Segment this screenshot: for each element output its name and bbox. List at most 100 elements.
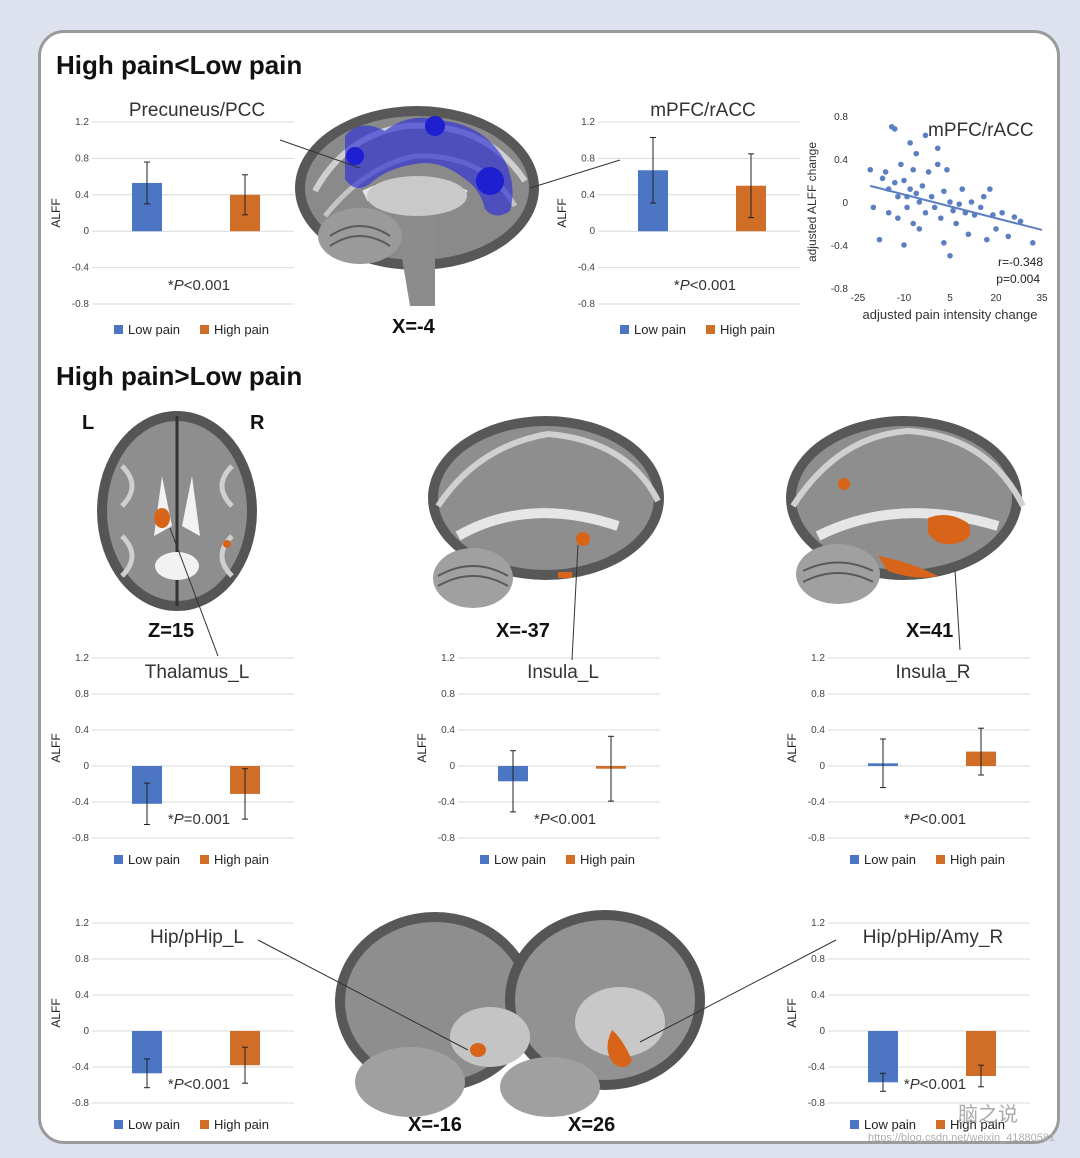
scatter-point xyxy=(934,161,941,168)
scatter-point xyxy=(901,242,907,248)
y-tick-label: 0.4 xyxy=(811,990,825,1001)
scatter-point xyxy=(984,236,990,243)
scatter-point xyxy=(925,169,932,175)
legend-high: High pain xyxy=(214,852,269,867)
y-tick-label: 0 xyxy=(83,226,89,237)
x-tick-label: 35 xyxy=(1036,293,1048,304)
y-tick-label: 0.8 xyxy=(834,112,848,123)
y-tick-label: 0.8 xyxy=(811,689,825,700)
label-left-hemisphere: L xyxy=(82,412,95,434)
scatter-point xyxy=(907,186,913,192)
p-value: *P=0.001 xyxy=(168,811,230,828)
coord-x-26: X=26 xyxy=(568,1114,616,1136)
p-value: *P<0.001 xyxy=(904,811,966,828)
legend-high: High pain xyxy=(214,1117,269,1132)
p-value: *P<0.001 xyxy=(534,811,596,828)
scatter-point xyxy=(980,193,987,200)
legend-swatch-high xyxy=(200,325,209,334)
scatter-point xyxy=(956,201,962,207)
y-tick-label: 1.2 xyxy=(75,653,89,664)
watermark-cn: 脑之说 xyxy=(958,1104,1018,1126)
chart-insula-r: 1.2 0.8 0.4 0 -0.4 -0.8 ALFF Insula_R *P<0.001 Lo… xyxy=(785,653,1030,867)
y-axis-label: ALFF xyxy=(555,198,569,227)
fit-line xyxy=(870,184,1043,231)
chart-title: Precuneus/PCC xyxy=(129,100,265,121)
chart-title: Thalamus_L xyxy=(145,662,250,683)
legend-swatch-low xyxy=(850,1120,859,1129)
legend-low: Low pain xyxy=(128,322,180,337)
scatter-point xyxy=(910,220,916,227)
scatter-point xyxy=(993,226,999,232)
scatter-point xyxy=(907,140,913,146)
scatter-point xyxy=(938,215,944,221)
y-axis-label: ALFF xyxy=(785,733,799,762)
y-tick-label: -0.4 xyxy=(72,797,90,808)
legend-high: High pain xyxy=(950,852,1005,867)
legend-swatch-high xyxy=(706,325,715,334)
y-tick-label: -0.8 xyxy=(72,299,90,310)
y-tick-label: -0.8 xyxy=(72,833,90,844)
chart-insula-l: 1.2 0.8 0.4 0 -0.4 -0.8 ALFF Insula_L *P<0.001 Lo… xyxy=(415,653,660,867)
scatter-point xyxy=(968,199,975,205)
scatter-point xyxy=(895,193,901,200)
chart-precuneus-pcc: 1.2 0.8 0.4 0 -0.4 -0.8 ALFF Precuneus/PCC *P<0.… xyxy=(49,100,294,337)
scatter-point xyxy=(977,204,984,211)
chart-title: Hip/pHip/Amy_R xyxy=(863,927,1003,948)
y-axis-label: ALFF xyxy=(49,198,63,227)
brain-hippocampus-image xyxy=(335,910,705,1117)
scatter-point xyxy=(953,220,959,227)
y-axis-label: ALFF xyxy=(415,733,429,762)
y-axis-label: adjusted ALFF change xyxy=(805,142,819,262)
x-axis-label: adjusted pain intensity change xyxy=(863,307,1038,322)
y-tick-label: -0.4 xyxy=(438,797,456,808)
legend-swatch-low xyxy=(114,325,123,334)
brain-axial-image xyxy=(97,411,257,611)
legend-low: Low pain xyxy=(128,1117,180,1132)
y-axis-label: ALFF xyxy=(49,733,63,762)
y-tick-label: 0.4 xyxy=(441,725,455,736)
label-right-hemisphere: R xyxy=(250,412,265,434)
y-tick-label: 0 xyxy=(83,1026,89,1037)
heading-top: High pain<Low pain xyxy=(56,50,303,80)
legend-swatch-high xyxy=(936,855,945,864)
y-tick-label: 0.8 xyxy=(581,153,595,164)
p-value: *P<0.001 xyxy=(674,277,736,294)
p-value: *P<0.001 xyxy=(168,277,230,294)
y-tick-label: -0.4 xyxy=(831,241,849,252)
scatter-point xyxy=(999,209,1005,216)
y-tick-label: 0.8 xyxy=(811,954,825,965)
scatter-point xyxy=(928,193,935,200)
scatter-point xyxy=(882,169,889,175)
y-tick-label: -0.8 xyxy=(831,284,849,295)
y-tick-label: 1.2 xyxy=(75,918,89,929)
legend-low: Low pain xyxy=(864,1117,916,1132)
coord-x-minus4: X=-4 xyxy=(392,316,435,338)
y-tick-label: -0.4 xyxy=(578,263,596,274)
scatter-point xyxy=(944,166,950,173)
scatter-point xyxy=(965,231,972,238)
y-tick-label: 1.2 xyxy=(441,653,455,664)
p-value: *P<0.001 xyxy=(168,1076,230,1093)
scatter-point xyxy=(895,215,901,221)
y-tick-label: -0.8 xyxy=(808,1098,826,1109)
legend-high: High pain xyxy=(950,1117,1005,1132)
legend-swatch-low xyxy=(850,855,859,864)
y-tick-label: 0 xyxy=(589,226,595,237)
legend-high: High pain xyxy=(580,852,635,867)
y-tick-label: 0.4 xyxy=(834,155,848,166)
scatter-point xyxy=(901,177,907,184)
chart-title: mPFC/rACC xyxy=(650,100,756,121)
coord-x-minus16: X=-16 xyxy=(408,1114,462,1136)
scatter-point xyxy=(913,190,920,197)
scatter-point xyxy=(913,150,920,157)
chart-hip-phip-amy-r: 1.2 0.8 0.4 0 -0.4 -0.8 ALFF Hip/pHip/Amy_R *P<0… xyxy=(785,918,1030,1132)
scatter-mpfc-racc: 0.8 0.4 0 -0.4 -0.8-25 -10 5 20 35 adjusted ALFF … xyxy=(805,112,1048,322)
y-tick-label: 1.2 xyxy=(811,918,825,929)
scatter-point xyxy=(1030,240,1036,246)
scatter-point xyxy=(910,166,916,173)
chart-mpfc-racc: 1.2 0.8 0.4 0 -0.4 -0.8 ALFF mPFC/rACC *P<0.001 L… xyxy=(555,100,800,337)
y-tick-label: 0 xyxy=(83,761,89,772)
scatter-point xyxy=(947,199,953,205)
y-tick-label: 0 xyxy=(449,761,455,772)
scatter-point xyxy=(898,161,904,168)
